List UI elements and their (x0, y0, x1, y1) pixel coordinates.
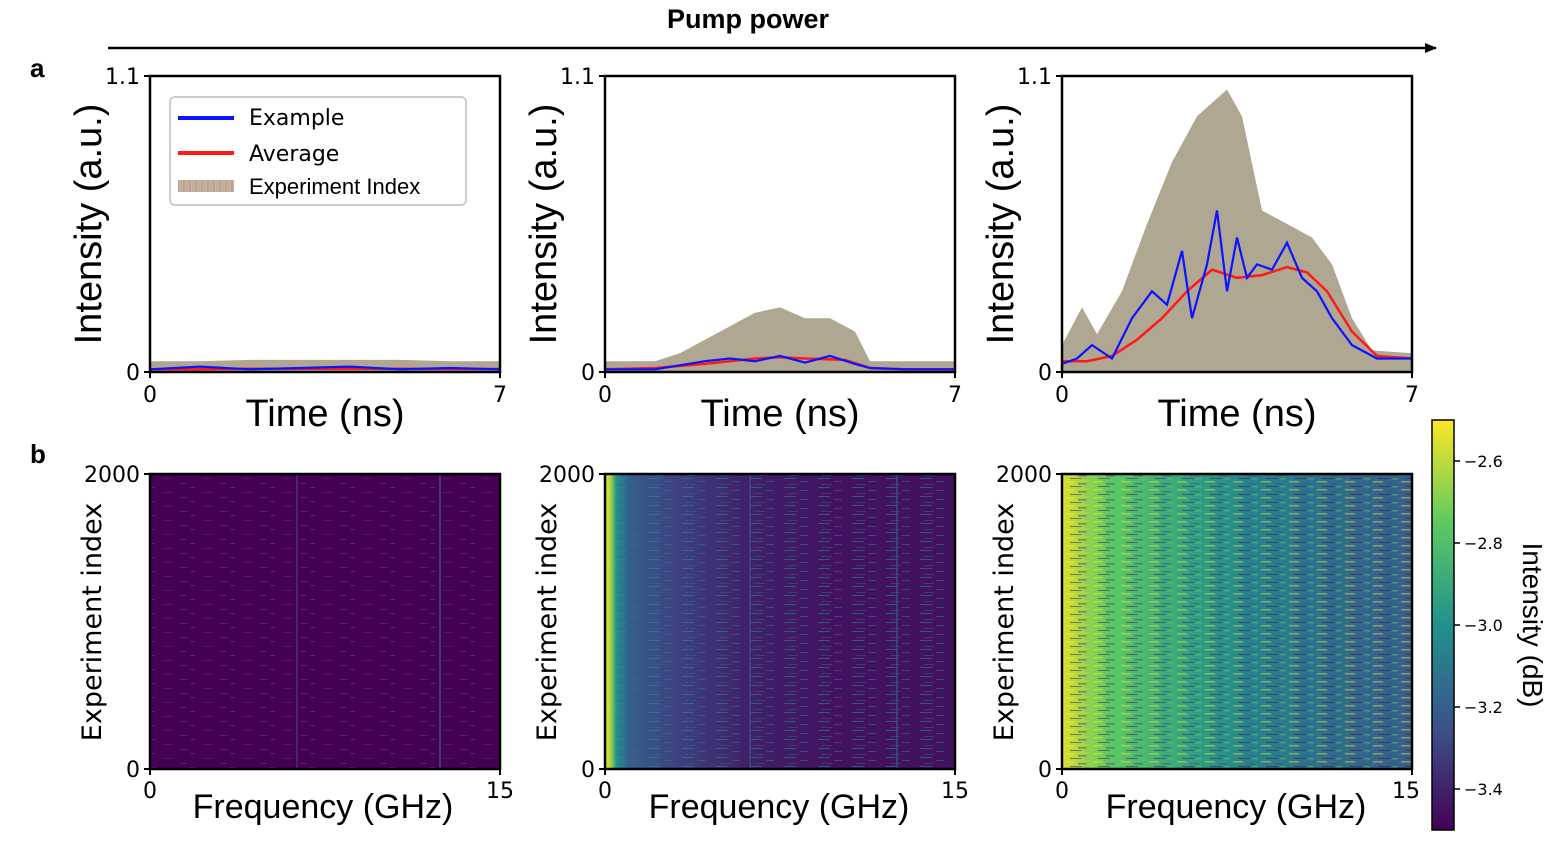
x-tick-label-max: 7 (948, 383, 962, 408)
legend-label-average: Average (249, 142, 339, 167)
legend-swatch-experiment-index (178, 180, 234, 192)
legend: Example Average Experiment Index (169, 96, 467, 206)
example-polyline (149, 365, 501, 371)
experiment-envelope (605, 307, 955, 372)
y-tick-label-max: 1.1 (1017, 65, 1052, 90)
colorbar-label: Intensity (dB) (1517, 543, 1548, 708)
plot-frame (603, 74, 957, 374)
envelope-tint (1062, 89, 1412, 372)
y-tick-label-min: 0 (126, 361, 140, 386)
y-axis-label: Experiment index (532, 503, 563, 741)
y-axis-label: Experiment index (77, 503, 108, 741)
colorbar-tick-label: −3.0 (1464, 616, 1503, 635)
colorbar-tick-label: −3.2 (1464, 698, 1503, 717)
legend-label-experiment-index: Experiment Index (249, 174, 420, 199)
y-tick-label-max: 2000 (84, 463, 140, 488)
x-tick-label-max: 15 (486, 779, 514, 804)
heatmap-b-high: 2000 0 0 15 Frequency (GHz) Experiment i… (989, 463, 1420, 826)
x-tick-label-min: 0 (1055, 383, 1069, 408)
heatmap-noise (1062, 474, 1412, 769)
colorbar-ticks: −2.6 −2.8 −3.0 −3.2 −3.4 (1454, 452, 1503, 799)
y-tick-label-max: 2000 (996, 463, 1052, 488)
example-line (149, 365, 501, 371)
plot-frame (148, 74, 502, 374)
y-tick-label-max: 1.1 (560, 65, 595, 90)
plot-a-low: 1.1 0 0 7 Time (ns) Intensity (a.u.) Exa… (68, 65, 507, 435)
colorbar-tick-label: −2.6 (1464, 452, 1503, 471)
header-title: Pump power (667, 4, 830, 34)
colorbar-tick-label: −2.8 (1464, 534, 1503, 553)
legend-box (169, 96, 467, 206)
plot-frame (603, 472, 957, 771)
legend-label-example: Example (249, 106, 344, 131)
heatmap-noise (605, 474, 955, 769)
average-line (1062, 265, 1413, 363)
y-axis-label: Intensity (a.u.) (68, 104, 110, 345)
x-tick-label-min: 0 (143, 779, 157, 804)
example-polyline (1061, 210, 1412, 365)
heatmap-b-mid: 2000 0 0 15 Frequency (GHz) Experiment i… (532, 463, 969, 826)
y-tick-label-min: 0 (581, 361, 595, 386)
x-axis-label: Time (ns) (700, 393, 859, 435)
envelope-area (1062, 89, 1412, 372)
envelope-tint (605, 307, 955, 372)
x-axis-label: Frequency (GHz) (1106, 788, 1367, 826)
y-tick-label-min: 0 (1038, 361, 1052, 386)
plot-a-mid: 1.1 0 0 7 Time (ns) Intensity (a.u.) (523, 65, 962, 435)
heatmap-b-low: 2000 0 0 15 Frequency (GHz) Experiment i… (77, 463, 514, 826)
plot-frame (1060, 74, 1414, 374)
x-axis-label: Frequency (GHz) (193, 788, 454, 826)
panel-label-a: a (30, 53, 45, 83)
y-axis-label: Intensity (a.u.) (980, 104, 1022, 345)
x-tick-label-min: 0 (598, 383, 612, 408)
colorbar-tick-label: −3.4 (1464, 780, 1503, 799)
panel-label-b: b (30, 439, 46, 469)
x-axis-label: Time (ns) (245, 393, 404, 435)
example-line (605, 354, 955, 371)
colorbar: −2.6 −2.8 −3.0 −3.2 −3.4 Intensity (dB) (1431, 419, 1548, 831)
x-tick-label-min: 0 (1055, 779, 1069, 804)
x-tick-label-min: 0 (598, 779, 612, 804)
y-tick-label-min: 0 (126, 758, 140, 783)
heatmap-noise (150, 474, 500, 769)
y-tick-label-max: 1.1 (105, 65, 140, 90)
y-tick-label-max: 2000 (539, 463, 595, 488)
x-tick-label-max: 15 (1392, 779, 1420, 804)
colorbar-gradient (1431, 419, 1455, 831)
average-polyline (1062, 265, 1413, 363)
x-axis-label: Frequency (GHz) (649, 788, 910, 826)
x-tick-label-max: 7 (493, 383, 507, 408)
y-axis-label: Experiment index (989, 503, 1020, 741)
x-tick-label-max: 15 (941, 779, 969, 804)
example-line (1061, 210, 1412, 365)
plot-a-high: 1.1 0 0 7 Time (ns) Intensity (a.u.) (980, 65, 1419, 435)
example-polyline (605, 354, 955, 371)
y-axis-label: Intensity (a.u.) (523, 104, 565, 345)
y-tick-label-min: 0 (581, 758, 595, 783)
x-axis-label: Time (ns) (1157, 393, 1316, 435)
experiment-envelope (1062, 89, 1412, 372)
x-tick-label-min: 0 (143, 383, 157, 408)
plot-frame (1060, 472, 1414, 771)
y-tick-label-min: 0 (1038, 758, 1052, 783)
x-tick-label-max: 7 (1405, 383, 1419, 408)
envelope-area (605, 307, 955, 372)
plot-frame (148, 472, 502, 771)
